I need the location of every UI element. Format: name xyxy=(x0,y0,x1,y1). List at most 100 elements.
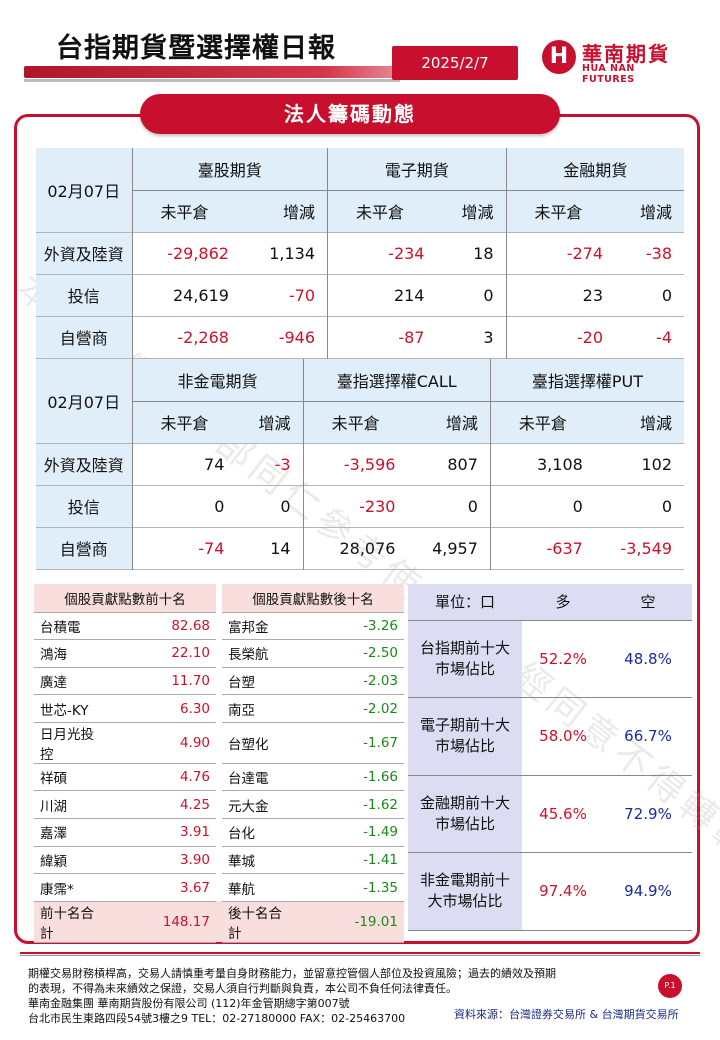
share-label: 台指期前十大 市場佔比 xyxy=(408,620,522,698)
cell: -87 xyxy=(398,327,425,347)
group-header: 臺指選擇權PUT xyxy=(490,359,684,402)
share-row: 非金電期前十 大市場佔比 97.4% 94.9% xyxy=(408,852,692,931)
col-header-chg: 增減 xyxy=(594,401,684,443)
top-stock-name: 祥碩 xyxy=(34,763,106,792)
cell: -2,268 xyxy=(177,327,229,347)
group-header: 非金電期貨 xyxy=(132,359,304,402)
cell: -3,596 xyxy=(343,454,396,474)
bottom-stock-name: 元大金 xyxy=(222,790,294,820)
top-ten-header: 個股貢獻點數前十名 xyxy=(34,584,216,613)
share-row: 台指期前十大 市場佔比 52.2% 48.8% xyxy=(408,620,692,698)
bottom-total-label: 後十名合計 xyxy=(222,901,294,943)
cell: 14 xyxy=(236,527,304,569)
row-label: 投信 xyxy=(36,485,133,527)
cell: -29,862 xyxy=(167,243,229,263)
ranking-row: 台積電 82.68 富邦金 -3.26 xyxy=(34,612,404,641)
table-date: 02月07日 xyxy=(36,359,133,443)
bottom-stock-name: 長榮航 xyxy=(222,639,294,668)
top-stock-points: 4.90 xyxy=(106,722,216,764)
ranking-row: 康霈* 3.67 華航 -1.35 xyxy=(34,873,404,902)
top-stock-name: 康霈* xyxy=(34,873,106,902)
share-label: 電子期前十大 市場佔比 xyxy=(408,697,522,776)
top-stock-points: 11.70 xyxy=(106,667,216,696)
share-label-line: 大市場佔比 xyxy=(427,892,503,911)
group-header: 臺指選擇權CALL xyxy=(303,359,491,402)
title-underline-shadow xyxy=(24,79,400,82)
row-label: 投信 xyxy=(36,274,133,316)
group-header: 臺股期貨 xyxy=(132,148,329,191)
bottom-stock-points: -2.02 xyxy=(294,694,404,723)
disclaimer-line: 的表現，不得為未來績效之保證，交易人須自行判斷與負責，本公司不負任何法律責任。 xyxy=(28,982,457,995)
share-row: 電子期前十大 市場佔比 58.0% 66.7% xyxy=(408,697,692,776)
top-stock-points: 3.67 xyxy=(106,873,216,902)
ranking-row: 嘉澤 3.91 台化 -1.49 xyxy=(34,818,404,847)
top-stock-name: 嘉澤 xyxy=(34,818,106,847)
cell: 18 xyxy=(436,232,507,274)
footer-divider-shadow xyxy=(20,955,700,956)
bottom-total-value: -19.01 xyxy=(294,901,404,943)
unit-label: 單位：口 xyxy=(408,584,522,621)
bottom-stock-points: -2.50 xyxy=(294,639,404,668)
share-label-line: 市場佔比 xyxy=(434,814,495,833)
brand-name-en: HUA NAN FUTURES xyxy=(582,63,635,85)
col-header-oi: 未平倉 xyxy=(506,190,616,232)
top-stock-name: 鴻海 xyxy=(34,639,106,668)
share-label-line: 台指期前十大 xyxy=(419,638,510,657)
contribution-ranking-table: 個股貢獻點數前十名 個股貢獻點數後十名 台積電 82.68 富邦金 -3.26 鴻海 22… xyxy=(34,584,404,943)
cell: 74 xyxy=(204,454,225,474)
cell: -3 xyxy=(236,443,304,485)
group-header: 金融期貨 xyxy=(506,148,684,191)
share-label-line: 市場佔比 xyxy=(434,737,495,756)
share-label-line: 非金電期前十 xyxy=(419,871,510,890)
share-label: 非金電期前十 大市場佔比 xyxy=(408,852,522,931)
bottom-stock-points: -1.41 xyxy=(294,846,404,875)
section-title: 法人籌碼動態 xyxy=(140,94,560,134)
col-header-oi: 未平倉 xyxy=(132,190,241,232)
cell: -230 xyxy=(359,496,396,516)
long-share: 58.0% xyxy=(522,697,604,776)
cell: 807 xyxy=(407,443,491,485)
logo-icon: H xyxy=(542,40,576,74)
row-label: 外資及陸資 xyxy=(36,232,133,274)
group-header: 電子期貨 xyxy=(327,148,507,191)
share-row: 金融期前十大 市場佔比 45.6% 72.9% xyxy=(408,775,692,853)
short-share: 94.9% xyxy=(604,852,692,931)
top-total-label: 前十名合計 xyxy=(34,901,106,943)
cell: 214 xyxy=(393,285,425,305)
top-stock-name: 台積電 xyxy=(34,612,106,641)
cell: -70 xyxy=(240,274,329,316)
table-date: 02月07日 xyxy=(36,148,133,232)
cell: 28,076 xyxy=(339,538,396,558)
disclaimer-line: 期權交易財務槓桿高，交易人請慎重考量自身財務能力，並留意控管個人部位及投資風險；… xyxy=(28,967,556,980)
company-registration: 華南金融集團 華南期貨股份有限公司 (112)年金管期總字第007號 xyxy=(28,997,350,1010)
col-header-chg: 增減 xyxy=(436,190,507,232)
title-underline xyxy=(24,66,400,78)
cell: -637 xyxy=(546,538,583,558)
cell: 0 xyxy=(214,496,225,516)
cell: 0 xyxy=(661,285,672,305)
top-stock-points: 6.30 xyxy=(106,694,216,723)
ranking-row: 祥碩 4.76 台達電 -1.66 xyxy=(34,763,404,792)
cell: 3,108 xyxy=(537,454,583,474)
top-stock-name: 廣達 xyxy=(34,667,106,696)
share-label: 金融期前十大 市場佔比 xyxy=(408,775,522,853)
top-stock-name: 緯穎 xyxy=(34,846,106,875)
ranking-row: 緯穎 3.90 華城 -1.41 xyxy=(34,846,404,875)
top-stock-name: 世芯-KY xyxy=(34,694,106,723)
col-header-chg: 增減 xyxy=(236,401,304,443)
bottom-stock-name: 華航 xyxy=(222,873,294,902)
short-header: 空 xyxy=(604,584,692,621)
ranking-row: 廣達 11.70 台塑 -2.03 xyxy=(34,667,404,696)
cell: 4,957 xyxy=(407,527,491,569)
table-row: 投信 24,619 -70 214 0 23 0 xyxy=(36,274,684,316)
row-label: 外資及陸資 xyxy=(36,443,133,485)
table-row: 外資及陸資 -29,862 1,134 -234 18 -274 -38 xyxy=(36,232,684,274)
bottom-stock-points: -1.49 xyxy=(294,818,404,847)
top-ten-share-table: 單位：口 多 空 台指期前十大 市場佔比 52.2% 48.8% 電子期前十大 市場佔比 5… xyxy=(408,584,692,931)
cell: 23 xyxy=(582,285,604,305)
col-header-oi: 未平倉 xyxy=(132,401,237,443)
bottom-stock-name: 台達電 xyxy=(222,763,294,792)
cell: 0 xyxy=(436,274,507,316)
top-stock-points: 22.10 xyxy=(106,639,216,668)
footer-divider xyxy=(20,952,700,954)
